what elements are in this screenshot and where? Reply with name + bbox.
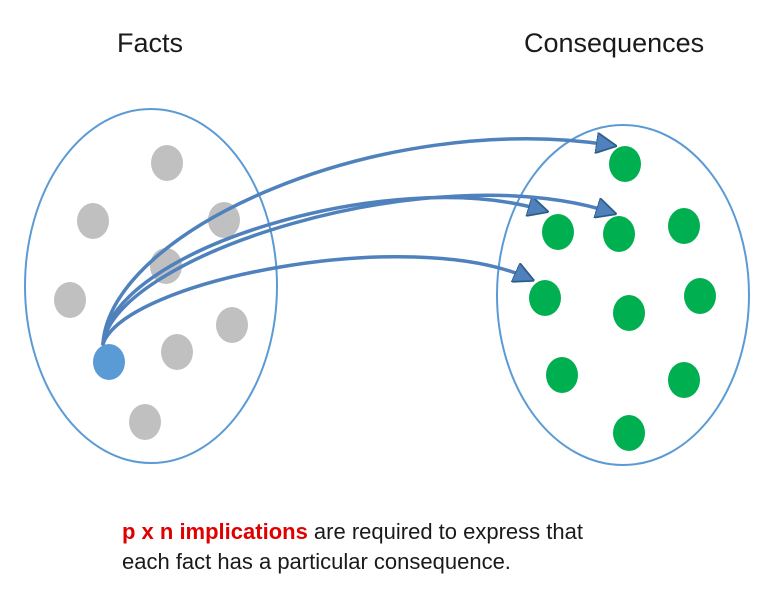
implication-arrow bbox=[101, 193, 610, 346]
implication-arrows bbox=[101, 139, 610, 346]
consequence-dot bbox=[684, 278, 716, 314]
consequence-dot bbox=[603, 216, 635, 252]
consequence-dot bbox=[529, 280, 561, 316]
consequence-dot bbox=[546, 357, 578, 393]
consequence-dots bbox=[529, 146, 716, 451]
caption-line-1: p x n implications are required to expre… bbox=[122, 517, 682, 547]
consequences-heading: Consequences bbox=[524, 28, 705, 58]
consequence-dot bbox=[542, 214, 574, 250]
facts-heading: Facts bbox=[117, 28, 184, 58]
consequences-set-ellipse bbox=[496, 124, 750, 466]
consequence-dot bbox=[613, 295, 645, 331]
fact-dot bbox=[208, 202, 240, 238]
facts-set-ellipse bbox=[24, 108, 278, 464]
fact-dot bbox=[216, 307, 248, 343]
implication-arrow bbox=[101, 255, 528, 346]
fact-dot bbox=[129, 404, 161, 440]
selected-fact-dot bbox=[93, 344, 125, 380]
implication-arrow bbox=[101, 195, 542, 346]
implication-arrow bbox=[101, 139, 610, 346]
caption-rest-line-1: are required to express that bbox=[307, 519, 583, 544]
caption: p x n implications are required to expre… bbox=[122, 517, 682, 577]
consequence-dot bbox=[609, 146, 641, 182]
consequence-dot bbox=[668, 362, 700, 398]
fact-dot bbox=[77, 203, 109, 239]
fact-dot bbox=[54, 282, 86, 318]
fact-dots bbox=[54, 145, 248, 440]
consequence-dot bbox=[613, 415, 645, 451]
fact-dot bbox=[150, 248, 182, 284]
fact-dot bbox=[151, 145, 183, 181]
caption-highlight: p x n implications bbox=[122, 519, 308, 544]
fact-dot bbox=[161, 334, 193, 370]
caption-line-2: each fact has a particular consequence. bbox=[122, 549, 511, 574]
consequence-dot bbox=[668, 208, 700, 244]
